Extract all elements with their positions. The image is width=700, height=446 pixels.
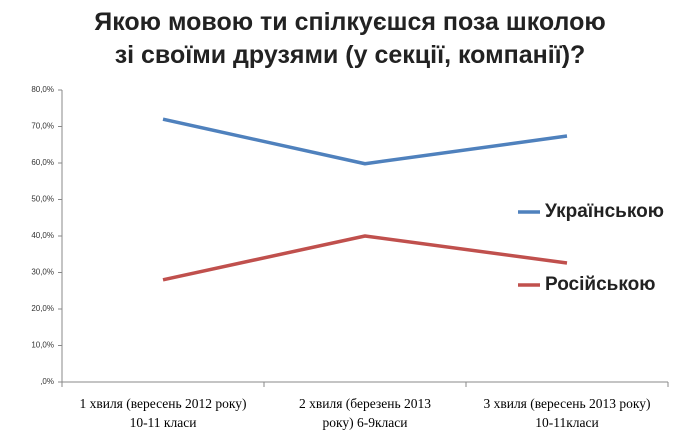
y-tick-label: 60,0% <box>31 158 54 167</box>
chart-title: Якою мовою ти спілкуєшся поза школою зі … <box>94 8 606 69</box>
legend-label: Українською <box>545 201 664 222</box>
x-tick-label: 2 хвиля (березень 2013 року) 6-9класи <box>299 396 431 430</box>
line-series <box>162 234 568 282</box>
y-tick-label: ,0% <box>40 377 54 386</box>
y-tick-label: 30,0% <box>31 268 54 277</box>
y-tick-label: 40,0% <box>31 231 54 240</box>
x-tick-label: 3 хвиля (вересень 2013 року) 10-11класи <box>483 396 651 430</box>
x-tick-label: 1 хвиля (вересень 2012 року) 10-11 класи <box>79 396 247 430</box>
line-series <box>162 117 568 166</box>
y-tick-label: 10,0% <box>31 341 54 350</box>
legend-label: Російською <box>545 274 655 295</box>
y-tick-label: 70,0% <box>31 122 54 131</box>
y-tick-label: 20,0% <box>31 304 54 313</box>
y-tick-label: 50,0% <box>31 195 54 204</box>
y-tick-label: 80,0% <box>31 85 54 94</box>
